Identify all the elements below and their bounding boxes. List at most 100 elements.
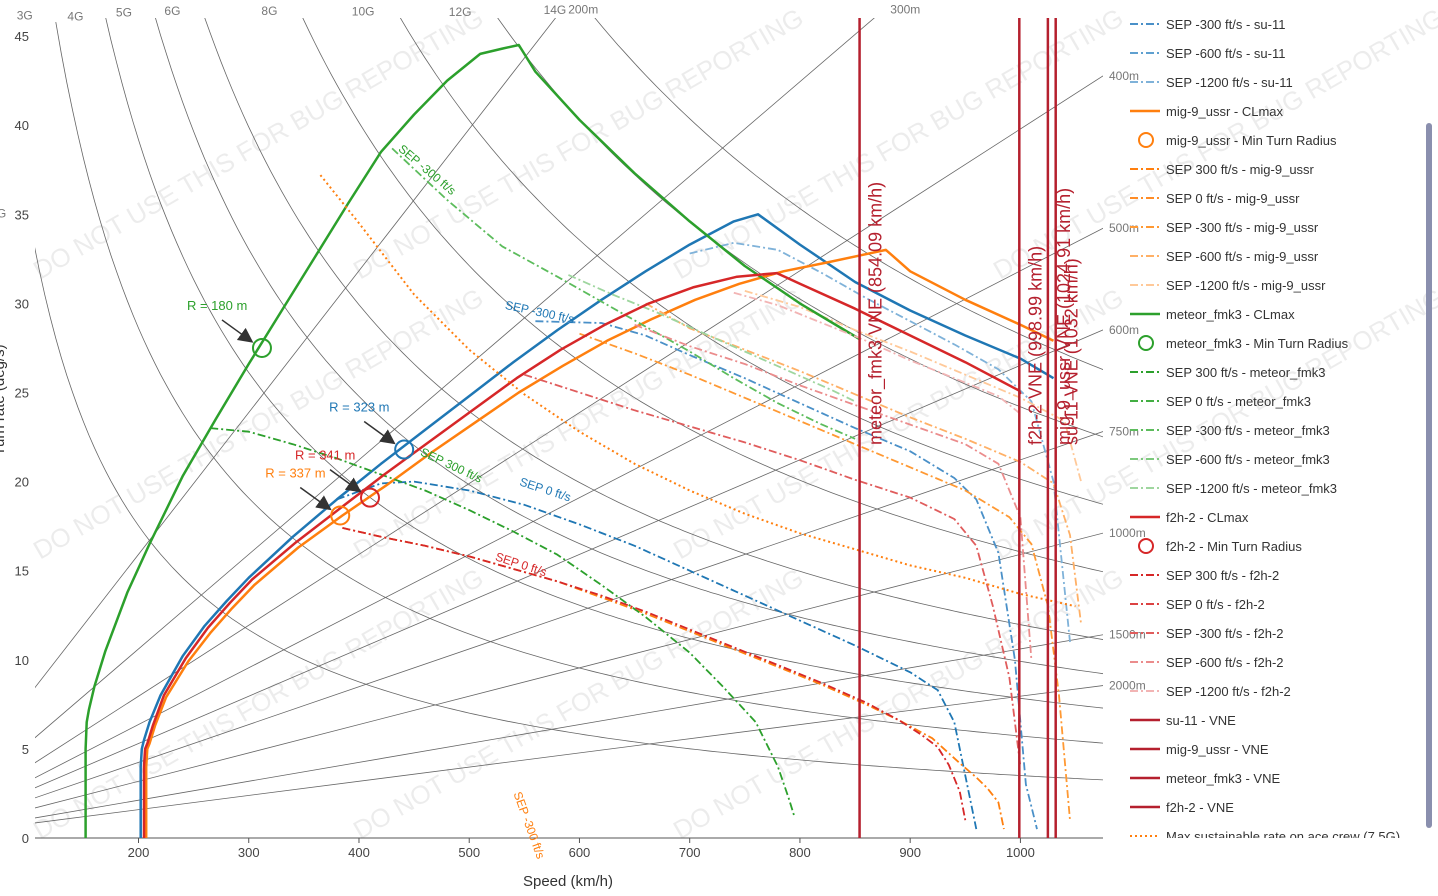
series-line [342, 527, 1005, 830]
legend-item[interactable]: SEP -600 ft/s - f2h-2 [1130, 655, 1284, 670]
legend-label: meteor_fmk3 - VNE [1166, 771, 1280, 786]
legend-item[interactable]: SEP 0 ft/s - f2h-2 [1130, 597, 1265, 612]
legend-marker [1138, 335, 1154, 351]
legend-label: SEP -1200 ft/s - meteor_fmk3 [1166, 481, 1337, 496]
radius-line [35, 227, 1103, 779]
legend-label: SEP 0 ft/s - meteor_fmk3 [1166, 394, 1311, 409]
series-line [524, 373, 1022, 767]
y-tick-label: 10 [15, 653, 29, 668]
legend-item[interactable]: mig-9_ussr - CLmax [1130, 104, 1284, 119]
legend-label: SEP 300 ft/s - f2h-2 [1166, 568, 1279, 583]
legend-item[interactable]: mig-9_ussr - VNE [1130, 742, 1269, 757]
legend-label: f2h-2 - Min Turn Radius [1166, 539, 1302, 554]
x-tick-label: 400 [348, 845, 370, 860]
radius-label: 200m [568, 2, 598, 16]
series-line [634, 323, 1033, 660]
g-load-label: 3G [17, 9, 33, 23]
y-tick-label: 20 [15, 475, 29, 490]
series-lines [84, 43, 1082, 838]
radius-label: 600m [1109, 323, 1139, 337]
legend-scrollbar[interactable] [1426, 123, 1432, 828]
legend-label: meteor_fmk3 - CLmax [1166, 307, 1295, 322]
legend-item[interactable]: SEP -300 ft/s - meteor_fmk3 [1130, 423, 1330, 438]
legend: SEP -300 ft/s - su-11 SEP -600 ft/s - su-… [1130, 17, 1400, 844]
legend-item[interactable]: f2h-2 - Min Turn Radius [1138, 538, 1302, 554]
radius-line [35, 685, 1103, 824]
sep-inline-label: SEP -300 ft/s [396, 142, 459, 198]
legend-item[interactable]: SEP -600 ft/s - su-11 [1130, 46, 1285, 61]
min-turn-radius-label: R = 180 m [187, 298, 247, 313]
g-load-curve [155, 18, 1103, 675]
legend-marker [1138, 132, 1154, 148]
legend-label: SEP -1200 ft/s - su-11 [1166, 75, 1293, 90]
series-line [144, 248, 1055, 838]
legend-item[interactable]: meteor_fmk3 - VNE [1130, 771, 1280, 786]
legend-item[interactable]: Max sustainable rate on ace crew (7.5G) [1130, 829, 1400, 844]
legend-item[interactable]: SEP -1200 ft/s - mig-9_ussr [1130, 278, 1326, 293]
annotation-arrow [329, 469, 362, 493]
legend-item[interactable]: SEP 0 ft/s - meteor_fmk3 [1130, 394, 1311, 409]
series-line [336, 480, 978, 830]
legend-label: SEP -300 ft/s - su-11 [1166, 17, 1285, 32]
legend-item[interactable]: SEP 0 ft/s - mig-9_ussr [1130, 191, 1300, 206]
legend-item[interactable]: SEP 300 ft/s - meteor_fmk3 [1130, 365, 1325, 380]
legend-label: mig-9_ussr - VNE [1166, 742, 1269, 757]
legend-item[interactable]: SEP -1200 ft/s - f2h-2 [1130, 684, 1291, 699]
radius-line [35, 634, 1103, 819]
legend-item[interactable]: SEP -300 ft/s - mig-9_ussr [1130, 220, 1319, 235]
legend-label: SEP -300 ft/s - f2h-2 [1166, 626, 1284, 641]
legend-item[interactable]: f2h-2 - VNE [1130, 800, 1234, 815]
vne-label: meteor_fmk3 VNE (854.09 km/h) [866, 182, 887, 445]
g-load-label: 8G [261, 4, 277, 18]
radius-label: 2000m [1109, 679, 1146, 693]
g-load-curve [105, 18, 1103, 709]
legend-item[interactable]: SEP -300 ft/s - su-11 [1130, 17, 1285, 32]
legend-label: SEP -600 ft/s - meteor_fmk3 [1166, 452, 1330, 467]
radius-line [35, 532, 1103, 809]
legend-label: mig-9_ussr - CLmax [1166, 104, 1284, 119]
vne-lines: meteor_fmk3 VNE (854.09 km/h) f2h-2 VNE (… [858, 18, 1082, 838]
legend-item[interactable]: SEP 300 ft/s - f2h-2 [1130, 568, 1279, 583]
legend-item[interactable]: SEP -1200 ft/s - meteor_fmk3 [1130, 481, 1337, 496]
annotation-arrow [363, 420, 396, 445]
legend-item[interactable]: meteor_fmk3 - Min Turn Radius [1138, 335, 1349, 351]
g-load-label: 14G [544, 3, 567, 17]
series-line [142, 271, 1022, 838]
legend-label: meteor_fmk3 - Min Turn Radius [1166, 336, 1349, 351]
legend-item[interactable]: SEP -600 ft/s - meteor_fmk3 [1130, 452, 1330, 467]
g-load-label: 5G [116, 6, 132, 20]
legend-item[interactable]: SEP -300 ft/s - f2h-2 [1130, 626, 1284, 641]
legend-label: f2h-2 - CLmax [1166, 510, 1249, 525]
x-tick-label: 900 [899, 845, 921, 860]
legend-label: SEP 300 ft/s - meteor_fmk3 [1166, 365, 1325, 380]
legend-label: SEP -300 ft/s - meteor_fmk3 [1166, 423, 1330, 438]
series-line [210, 427, 796, 817]
legend-item[interactable]: SEP 300 ft/s - mig-9_ussr [1130, 162, 1315, 177]
legend-item[interactable]: SEP -1200 ft/s - su-11 [1130, 75, 1293, 90]
g-load-curve [594, 18, 1103, 370]
radius-line [35, 18, 556, 689]
legend-label: mig-9_ussr - Min Turn Radius [1166, 133, 1337, 148]
radius-label: 1500m [1109, 628, 1146, 642]
x-axis-title: Speed (km/h) [523, 873, 613, 890]
y-tick-label: 45 [15, 29, 29, 44]
radius-line [35, 18, 875, 739]
sep-inline-label: SEP 0 ft/s [518, 475, 573, 505]
g-load-label: 10G [352, 4, 375, 18]
annotation-arrow [221, 319, 254, 343]
series-line [139, 213, 1055, 838]
legend-item[interactable]: meteor_fmk3 - CLmax [1130, 307, 1295, 322]
legend-item[interactable]: mig-9_ussr - Min Turn Radius [1138, 132, 1337, 148]
legend-label: SEP -600 ft/s - su-11 [1166, 46, 1285, 61]
legend-item[interactable]: SEP -600 ft/s - mig-9_ussr [1130, 249, 1319, 264]
x-tick-label: 200 [128, 845, 150, 860]
x-tick-label: 600 [569, 845, 591, 860]
sep-inline-label: SEP -300 ft/s [510, 790, 547, 861]
legend-item[interactable]: f2h-2 - CLmax [1130, 510, 1249, 525]
radius-line [35, 431, 1103, 799]
series-line [342, 527, 967, 821]
min-turn-radius-marker [251, 337, 272, 358]
legend-item[interactable]: su-11 - VNE [1130, 713, 1236, 728]
